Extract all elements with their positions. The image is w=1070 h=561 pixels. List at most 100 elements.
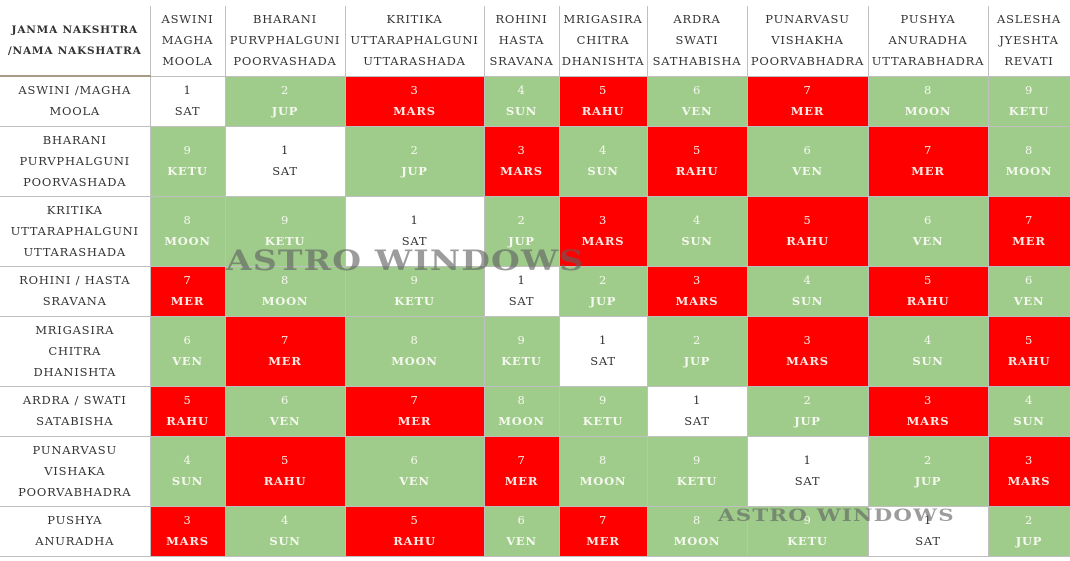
- corner-header-line: JANMA NAKSHTRA: [11, 23, 138, 36]
- cell-number: 1: [923, 513, 933, 527]
- cell-planet: SAT: [401, 234, 428, 248]
- table-cell: 1 SAT: [344, 195, 485, 267]
- cell-number: 5: [1024, 333, 1034, 347]
- table-body: ASWINI /MAGHA MOOLA 1 SAT 2 JUP 3 MARS 4 SUN 5 RAHU…: [0, 75, 1070, 557]
- cell-number: 8: [692, 513, 702, 527]
- cell-number: 4: [803, 273, 812, 287]
- table-cell: 3 MARS: [558, 195, 648, 267]
- cell-planet: SUN: [1013, 414, 1045, 428]
- table-cell: 4 SUN: [224, 505, 346, 557]
- table-cell: 7 MER: [483, 435, 560, 507]
- table-cell: 5 RAHU: [646, 125, 748, 197]
- table-cell: 1 SAT: [558, 315, 648, 387]
- table-cell: 6 VEN: [149, 315, 226, 387]
- row-header-line: MOOLA: [49, 104, 101, 119]
- cell-planet: RAHU: [263, 474, 307, 488]
- cell-planet: KETU: [787, 534, 828, 548]
- table-cell: 4 SUN: [867, 315, 989, 387]
- column-header-line: POORVASHADA: [233, 54, 337, 69]
- cell-planet: RAHU: [581, 104, 625, 118]
- table-cell: 9 KETU: [149, 125, 226, 197]
- table-cell: 3 MARS: [746, 315, 869, 387]
- cell-number: 7: [923, 143, 933, 157]
- cell-number: 3: [803, 333, 812, 347]
- cell-planet: RAHU: [1007, 354, 1051, 368]
- cell-number: 4: [183, 453, 192, 467]
- table-cell: 5 RAHU: [558, 75, 648, 127]
- table-cell: 5 RAHU: [149, 385, 226, 437]
- column-header-line: SATHABISHA: [652, 54, 742, 69]
- cell-planet: MOON: [391, 354, 438, 368]
- cell-planet: RAHU: [906, 294, 950, 308]
- cell-number: 9: [692, 453, 702, 467]
- cell-number: 2: [280, 83, 290, 97]
- cell-planet: SAT: [174, 104, 201, 118]
- cell-number: 7: [183, 273, 192, 287]
- row-header-line: UTTARAPHALGUNI: [10, 223, 139, 238]
- table-cell: 9 KETU: [746, 505, 869, 557]
- cell-planet: MOON: [261, 294, 309, 308]
- cell-number: 4: [598, 143, 608, 157]
- cell-number: 1: [598, 333, 608, 347]
- row-header-line: CHITRA: [48, 343, 102, 358]
- cell-number: 4: [923, 333, 933, 347]
- cell-number: 3: [598, 213, 608, 227]
- row-header: ROHINI / HASTA SRAVANA: [0, 265, 151, 317]
- cell-number: 4: [517, 83, 526, 97]
- table-cell: 1 SAT: [483, 265, 560, 317]
- column-header-line: UTTARAPHALGUNI: [350, 33, 479, 48]
- column-header-4: ROHINI HASTA SRAVANA: [483, 0, 560, 77]
- cell-planet: JUP: [508, 234, 535, 248]
- cell-planet: VEN: [912, 234, 944, 248]
- row-header-line: DHANISHTA: [33, 364, 117, 379]
- cell-number: 1: [803, 453, 812, 467]
- cell-planet: MER: [790, 104, 825, 118]
- cell-number: 2: [1024, 513, 1034, 527]
- cell-planet: MOON: [164, 234, 211, 248]
- corner-header: JANMA NAKSHTRA /NAMA NAKSHATRA: [0, 0, 151, 77]
- row-header: ARDRA / SWATI SATABISHA: [0, 385, 151, 437]
- column-header-line: BHARANI: [253, 12, 317, 27]
- table-cell: 5 RAHU: [224, 435, 346, 507]
- cell-number: 3: [1024, 453, 1034, 467]
- column-header-line: MRIGASIRA: [563, 12, 643, 27]
- cell-number: 3: [183, 513, 192, 527]
- cell-planet: SAT: [794, 474, 821, 488]
- row-header-line: ASWINI /MAGHA: [18, 83, 132, 98]
- cell-number: 1: [280, 143, 290, 157]
- row-header-line: ARDRA / SWATI: [22, 393, 127, 407]
- cell-number: 6: [803, 143, 812, 157]
- cell-planet: JUP: [1015, 534, 1043, 548]
- cell-planet: MOON: [498, 414, 545, 428]
- table-cell: 2 JUP: [224, 75, 346, 127]
- table-cell: 2 JUP: [987, 505, 1070, 557]
- table-cell: 9 KETU: [483, 315, 560, 387]
- cell-number: 3: [517, 143, 526, 157]
- cell-number: 8: [598, 453, 608, 467]
- table-cell: 9 KETU: [987, 75, 1070, 127]
- table-cell: 1 SAT: [746, 435, 869, 507]
- table-cell: 7 MER: [987, 195, 1070, 267]
- table-row: BHARANI PURVPHALGUNI POORVASHADA 9 KETU 1 SAT 2…: [0, 125, 1070, 197]
- cell-planet: VEN: [1013, 294, 1045, 308]
- cell-planet: MER: [911, 164, 945, 178]
- cell-planet: KETU: [264, 234, 306, 248]
- cell-number: 1: [410, 213, 419, 227]
- row-header-line: ANURADHA: [35, 534, 115, 548]
- cell-planet: KETU: [394, 294, 435, 308]
- table-cell: 9 KETU: [646, 435, 748, 507]
- cell-number: 1: [183, 83, 192, 97]
- header-row: JANMA NAKSHTRA /NAMA NAKSHATRA ASWINI MA…: [0, 0, 1070, 77]
- table-cell: 4 SUN: [558, 125, 648, 197]
- cell-planet: MER: [170, 294, 205, 308]
- column-header-line: PUNARVASU: [765, 12, 850, 27]
- table-cell: 8 MOON: [987, 125, 1070, 197]
- table-cell: 4 SUN: [987, 385, 1070, 437]
- cell-planet: KETU: [676, 474, 718, 488]
- column-header-line: POORVABHADRA: [750, 54, 865, 69]
- table-cell: 2 JUP: [746, 385, 869, 437]
- table-cell: 3 MARS: [646, 265, 748, 317]
- cell-planet: KETU: [501, 354, 542, 368]
- table-cell: 4 SUN: [149, 435, 226, 507]
- cell-number: 6: [923, 213, 933, 227]
